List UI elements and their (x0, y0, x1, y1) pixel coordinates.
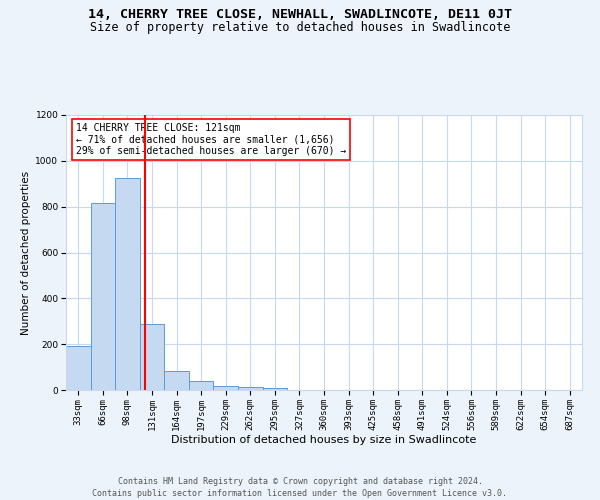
X-axis label: Distribution of detached houses by size in Swadlincote: Distribution of detached houses by size … (172, 436, 476, 446)
Bar (115, 178, 140, 390)
Bar (140, 324, 164, 390)
Text: 14, CHERRY TREE CLOSE, NEWHALL, SWADLINCOTE, DE11 0JT: 14, CHERRY TREE CLOSE, NEWHALL, SWADLINC… (88, 8, 512, 20)
Text: 14 CHERRY TREE CLOSE: 121sqm
← 71% of detached houses are smaller (1,656)
29% of: 14 CHERRY TREE CLOSE: 121sqm ← 71% of de… (76, 123, 347, 156)
Y-axis label: Number of detached properties: Number of detached properties (21, 170, 31, 334)
Text: Size of property relative to detached houses in Swadlincote: Size of property relative to detached ho… (90, 21, 510, 34)
Bar (214, 386, 238, 390)
Bar (66, 346, 91, 390)
Bar (189, 382, 214, 390)
Text: Contains public sector information licensed under the Open Government Licence v3: Contains public sector information licen… (92, 489, 508, 498)
Bar (164, 371, 189, 390)
Bar (238, 387, 263, 390)
Text: Contains HM Land Registry data © Crown copyright and database right 2024.: Contains HM Land Registry data © Crown c… (118, 478, 482, 486)
Bar (263, 388, 287, 390)
Bar (91, 203, 115, 390)
